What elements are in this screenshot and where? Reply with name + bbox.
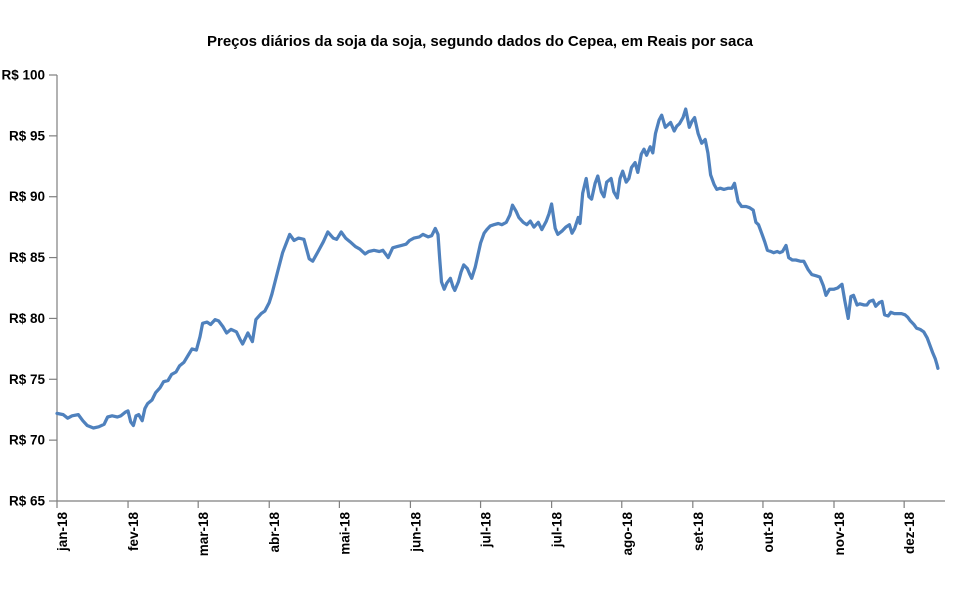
x-tick-label: jun-18 (408, 512, 423, 553)
y-tick-label: R$ 100 (1, 68, 45, 83)
x-tick-label: nov-18 (832, 512, 847, 556)
y-tick-label: R$ 70 (9, 433, 45, 448)
y-tick-label: R$ 80 (9, 311, 45, 326)
x-tick-label: jul-18 (479, 512, 494, 549)
x-tick-label: mar-18 (196, 512, 211, 557)
y-tick-label: R$ 85 (9, 250, 46, 265)
x-tick-label: mai-18 (337, 512, 352, 555)
x-tick-label: fev-18 (126, 512, 141, 552)
x-tick-label: jan-18 (55, 512, 70, 553)
chart-title: Preços diários da soja da soja, segundo … (206, 33, 754, 50)
x-tick-label: out-18 (761, 512, 776, 553)
x-tick-label: abr-18 (267, 512, 282, 553)
y-tick-label: R$ 65 (9, 494, 46, 509)
x-tick-label: jul-18 (550, 512, 565, 549)
x-tick-label: set-18 (691, 512, 706, 552)
x-tick-label: dez-18 (902, 512, 917, 555)
y-tick-label: R$ 90 (9, 189, 45, 204)
y-tick-label: R$ 75 (9, 372, 46, 387)
x-tick-label: ago-18 (620, 512, 635, 556)
y-tick-label: R$ 95 (9, 128, 46, 143)
price-series-line (55, 107, 940, 430)
